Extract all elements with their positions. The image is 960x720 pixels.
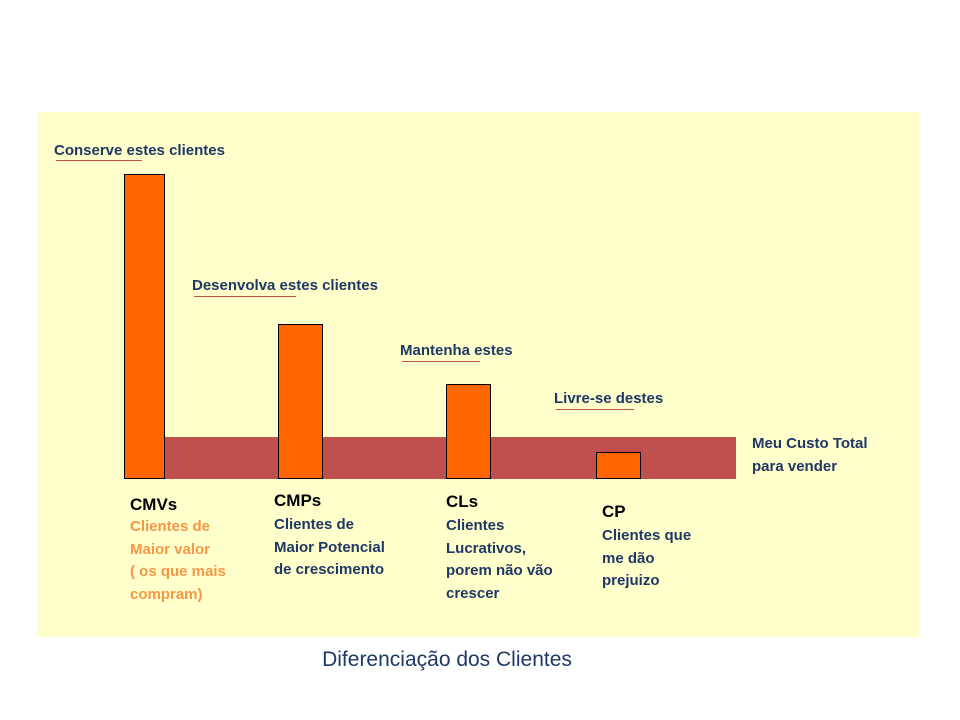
total-cost-label-line2: para vender: [752, 458, 838, 475]
action-label-cmv: Conserve estes clientes: [54, 142, 225, 159]
segment-desc-line: Clientes: [446, 517, 505, 534]
bar-cl: [446, 384, 491, 479]
segment-desc-line: porem não vão: [446, 562, 553, 579]
segment-desc-cmp: Clientes de Maior Potencial de crescimen…: [274, 514, 385, 582]
bar-cmv: [124, 174, 165, 479]
segment-desc-line: Maior Potencial: [274, 538, 385, 556]
diagram-panel: [37, 112, 919, 637]
bar-cmp: [278, 324, 323, 479]
segment-desc-line: Maior valor: [130, 540, 211, 558]
total-cost-label-line1: Meu Custo Total: [752, 435, 868, 452]
segment-code-cl: CLs: [446, 492, 479, 511]
segment-code-cmv: CMVs: [130, 495, 178, 514]
action-label-cmp: Desenvolva estes clientes: [192, 277, 378, 294]
segment-code-cmp: CMPs: [274, 491, 322, 510]
segment-desc-line: Clientes de: [130, 518, 211, 535]
segment-desc-line: prejuizo: [602, 572, 660, 589]
total-cost-label: Meu Custo Total para vender: [752, 432, 868, 478]
segment-desc-line: compram): [130, 585, 203, 603]
segment-desc-cl: Clientes Lucrativos, porem não vão cresc…: [446, 515, 553, 605]
segment-desc-line: Clientes que: [602, 527, 692, 544]
segment-desc-line: me dão: [602, 549, 655, 567]
segment-desc-line: Clientes de: [274, 516, 355, 533]
segment-desc-line: de crescimento: [274, 561, 385, 578]
action-underline-cmp: [194, 296, 296, 297]
segment-desc-line: Lucrativos,: [446, 539, 527, 557]
action-label-cp: Livre-se destes: [554, 390, 664, 407]
segment-desc-line: ( os que mais: [130, 563, 226, 580]
action-underline-cp: [556, 409, 634, 410]
segment-desc-cmv: Clientes de Maior valor ( os que mais co…: [130, 516, 226, 606]
slide-caption: Diferenciação dos Clientes: [322, 648, 572, 671]
action-label-cl: Mantenha estes: [400, 342, 513, 359]
segment-desc-cp: Clientes que me dão prejuizo: [602, 525, 691, 593]
segment-code-cp: CP: [602, 502, 626, 521]
action-underline-cmv: [56, 160, 142, 161]
bar-cp: [596, 452, 641, 479]
segment-desc-line: crescer: [446, 584, 500, 602]
action-underline-cl: [402, 361, 480, 362]
